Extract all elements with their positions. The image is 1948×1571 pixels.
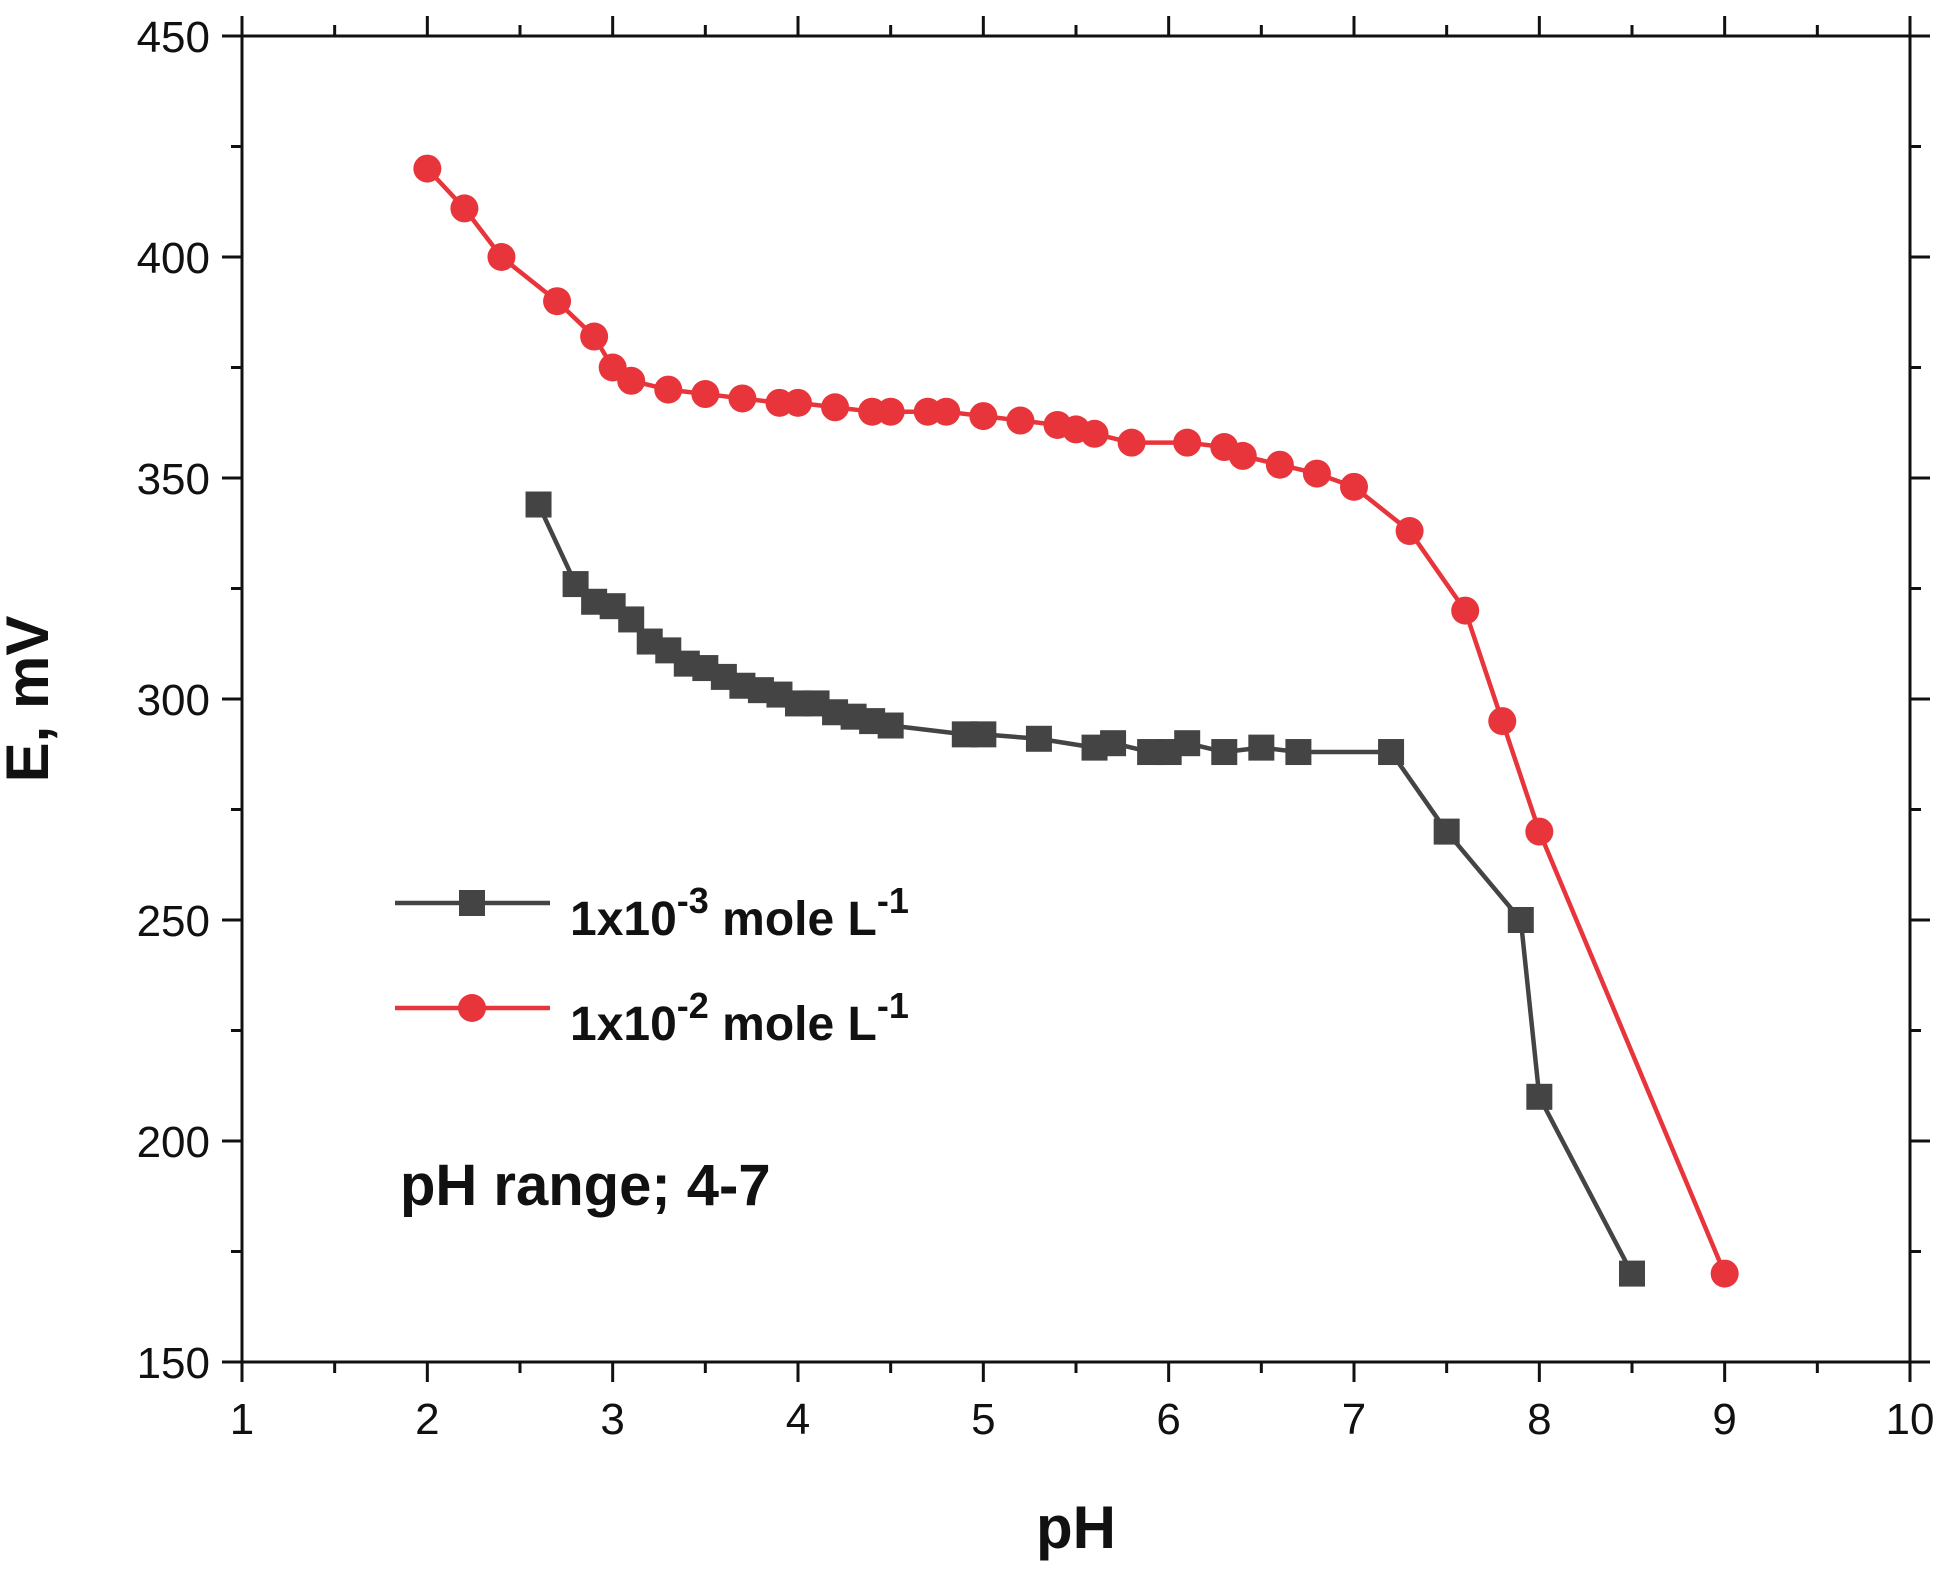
data-point-circle <box>691 380 720 409</box>
x-tick-label: 8 <box>1527 1395 1551 1444</box>
x-tick-label: 10 <box>1886 1395 1935 1444</box>
data-point-square <box>1507 907 1534 933</box>
data-point-circle <box>1395 517 1424 546</box>
legend-entry-1e-3: 1x10-3 mole L-1 <box>395 880 909 946</box>
data-point-circle <box>617 366 646 395</box>
legend-superscript: -3 <box>677 880 709 921</box>
data-point-circle <box>969 402 998 431</box>
data-point-circle <box>1525 817 1554 846</box>
data-point-circle <box>654 375 683 404</box>
y-tick-label: 300 <box>137 676 210 725</box>
data-point-square <box>1526 1083 1553 1110</box>
data-point-circle <box>1488 707 1517 736</box>
y-tick-label: 400 <box>137 234 210 283</box>
data-point-circle <box>1006 406 1035 435</box>
data-point-square <box>1174 730 1201 757</box>
data-point-circle <box>543 287 572 316</box>
data-point-square <box>618 606 645 633</box>
data-point-circle <box>450 194 479 223</box>
legend-entry-1e-2: 1x10-2 mole L-1 <box>395 985 909 1051</box>
data-point-circle <box>1173 428 1202 457</box>
x-tick-label: 7 <box>1342 1395 1366 1444</box>
legend-label: 1x10-2 mole L-1 <box>570 985 909 1051</box>
legend-swatch-circle <box>458 994 486 1022</box>
data-point-square <box>970 721 997 748</box>
y-tick-label: 200 <box>137 1118 210 1167</box>
x-tick-label: 5 <box>971 1395 995 1444</box>
x-tick-label: 1 <box>230 1395 254 1444</box>
data-point-square <box>1433 818 1460 845</box>
series-1e-2 <box>413 154 1739 1288</box>
data-point-square <box>877 712 904 739</box>
data-point-circle <box>1451 596 1480 625</box>
y-axis-title: E, mV <box>0 616 61 783</box>
data-point-circle <box>580 322 609 351</box>
data-point-circle <box>413 154 442 183</box>
x-tick-label: 9 <box>1712 1395 1736 1444</box>
ph-range-annotation: pH range; 4-7 <box>400 1153 771 1218</box>
y-tick-label: 350 <box>137 455 210 504</box>
y-tick-label: 450 <box>137 13 210 62</box>
y-tick-label: 150 <box>137 1339 210 1388</box>
data-point-circle <box>1117 428 1146 457</box>
y-tick-label: 250 <box>137 897 210 946</box>
data-point-circle <box>1340 472 1368 501</box>
legend-superscript: -1 <box>877 880 909 921</box>
data-point-circle <box>487 243 516 271</box>
data-point-circle <box>932 397 961 426</box>
x-tick-label: 4 <box>786 1395 810 1444</box>
data-point-square <box>1248 734 1275 761</box>
series-layer <box>413 154 1739 1288</box>
data-point-circle <box>1265 450 1294 479</box>
data-point-square <box>1285 739 1312 766</box>
axes: 1 2 3 4 5 6 7 8 9 10 150 200 250 300 350 400 450 <box>137 13 1935 1444</box>
data-point-circle <box>821 393 850 422</box>
data-point-circle <box>1080 419 1109 448</box>
x-axis-title: pH <box>1036 1494 1116 1561</box>
legend-superscript: -2 <box>677 985 709 1026</box>
legend-label-part: mole L <box>709 998 877 1051</box>
legend-label: 1x10-3 mole L-1 <box>570 880 909 946</box>
x-tick-label: 2 <box>415 1395 439 1444</box>
data-point-circle <box>1710 1259 1739 1288</box>
data-point-circle <box>1302 459 1331 488</box>
legend-label-part: 1x10 <box>570 893 677 946</box>
legend-swatch-square <box>459 890 485 916</box>
data-point-circle <box>728 384 757 413</box>
x-tick-label: 3 <box>600 1395 624 1444</box>
data-point-square <box>525 491 552 518</box>
data-point-square <box>1100 730 1127 757</box>
data-point-circle <box>876 397 905 426</box>
x-tick-label: 6 <box>1156 1395 1180 1444</box>
legend-label-part: mole L <box>709 893 877 946</box>
data-point-square <box>1378 739 1405 766</box>
data-point-circle <box>1228 441 1257 470</box>
data-point-circle <box>784 388 812 417</box>
data-point-square <box>1211 739 1238 766</box>
legend-superscript: -1 <box>877 985 909 1026</box>
data-point-square <box>1025 725 1052 752</box>
legend-label-part: 1x10 <box>570 998 677 1051</box>
data-point-square <box>1619 1260 1645 1287</box>
series-1e-3 <box>525 491 1645 1287</box>
